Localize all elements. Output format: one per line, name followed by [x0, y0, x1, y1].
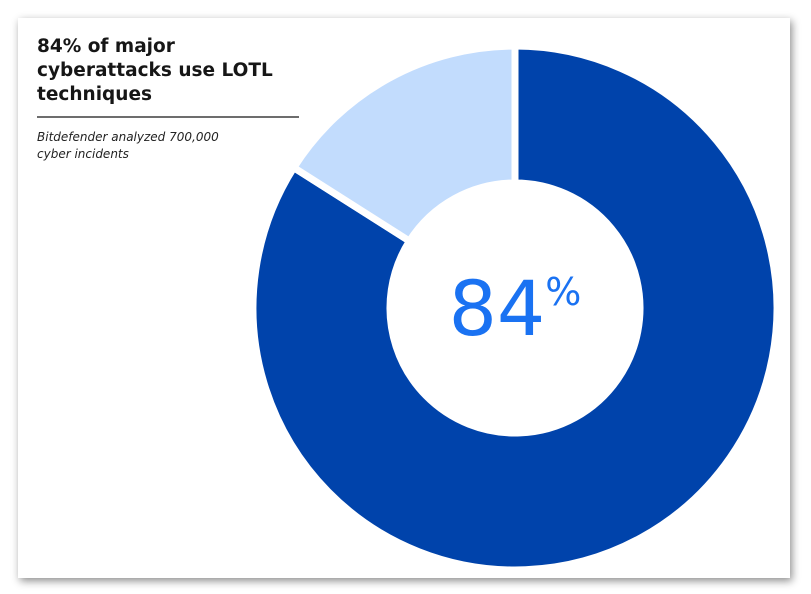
chart-subtitle: Bitdefender analyzed 700,000 cyber incid… — [37, 130, 223, 161]
center-value-label: 84% — [449, 264, 582, 353]
chart-title: 84% of major cyberattacks use LOTL techn… — [37, 36, 279, 105]
donut-segment — [249, 42, 781, 574]
donut-segment — [288, 42, 519, 246]
